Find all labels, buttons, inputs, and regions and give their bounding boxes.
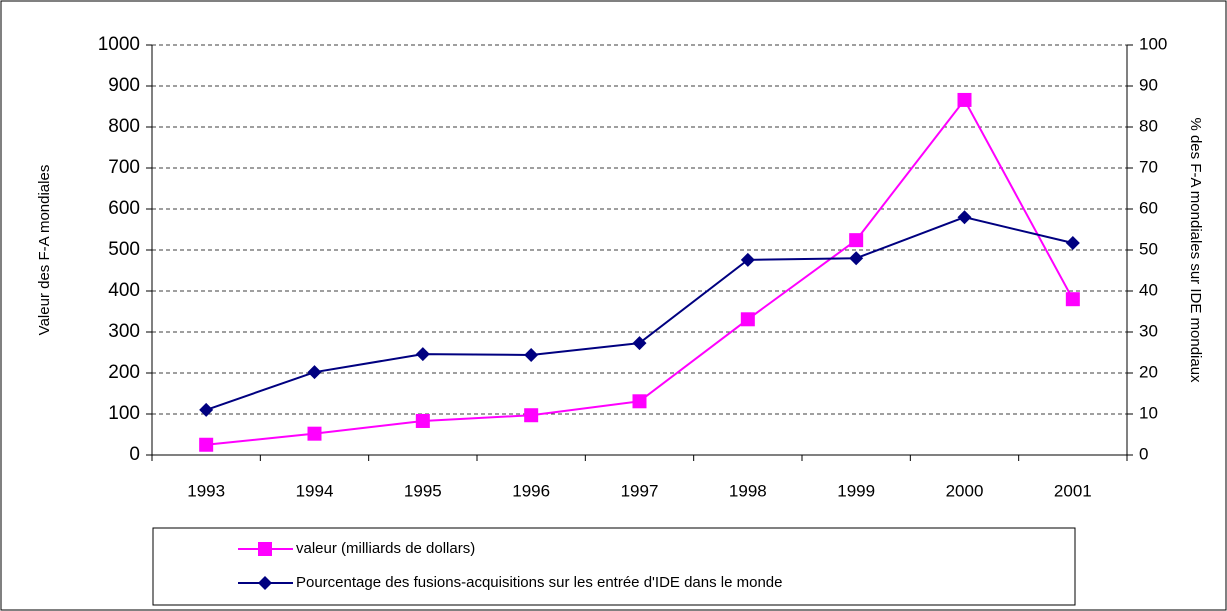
- data-point: [307, 365, 322, 380]
- x-tick-label: 1994: [296, 481, 334, 500]
- y2-tick-label: 70: [1139, 157, 1158, 176]
- legend-marker: [258, 542, 272, 556]
- y2-tick-label: 0: [1139, 444, 1148, 463]
- data-point: [740, 312, 755, 327]
- x-tick-label: 1997: [621, 481, 659, 500]
- y-tick-label: 500: [108, 239, 140, 260]
- x-tick-label: 1993: [187, 481, 225, 500]
- y2-tick-label: 60: [1139, 198, 1158, 217]
- data-point: [524, 408, 539, 423]
- y2-tick-label: 100: [1139, 34, 1167, 53]
- legend-marker: [258, 576, 272, 590]
- data-point: [415, 413, 430, 428]
- x-tick-label: 2000: [946, 481, 984, 500]
- legend: [152, 527, 1076, 606]
- y-tick-label: 400: [108, 280, 140, 301]
- y-tick-label: 700: [108, 157, 140, 178]
- data-point: [1065, 236, 1080, 251]
- data-point: [632, 394, 647, 409]
- data-point: [1065, 292, 1080, 307]
- legend-label: valeur (milliards de dollars): [296, 540, 475, 557]
- y-tick-label: 0: [129, 444, 140, 465]
- data-point: [415, 347, 430, 362]
- y2-axis-label: % des F-A mondiales sur IDE mondiaux: [1187, 117, 1204, 383]
- data-point: [199, 437, 214, 452]
- y-tick-label: 100: [108, 403, 140, 424]
- data-point: [740, 252, 755, 267]
- y-tick-label: 800: [108, 116, 140, 137]
- data-point: [849, 251, 864, 266]
- y-tick-label: 900: [108, 75, 140, 96]
- y2-tick-label: 10: [1139, 403, 1158, 422]
- y2-tick-label: 90: [1139, 75, 1158, 94]
- y2-tick-label: 50: [1139, 239, 1158, 258]
- y2-tick-label: 40: [1139, 280, 1158, 299]
- y-tick-label: 600: [108, 198, 140, 219]
- data-point: [307, 426, 322, 441]
- y-axis-label: Valeur des F-A mondiales: [36, 165, 53, 336]
- x-tick-label: 1996: [512, 481, 550, 500]
- legend-label: Pourcentage des fusions-acquisitions sur…: [296, 574, 782, 591]
- x-tick-label: 1999: [837, 481, 875, 500]
- x-tick-label: 2001: [1054, 481, 1092, 500]
- y-tick-label: 200: [108, 362, 140, 383]
- y2-tick-label: 80: [1139, 116, 1158, 135]
- y-tick-label: 1000: [98, 34, 140, 55]
- y2-tick-label: 20: [1139, 362, 1158, 381]
- y2-tick-label: 30: [1139, 321, 1158, 340]
- x-tick-label: 1995: [404, 481, 442, 500]
- y-tick-label: 300: [108, 321, 140, 342]
- x-tick-label: 1998: [729, 481, 767, 500]
- data-point: [957, 92, 972, 107]
- data-point: [957, 210, 972, 225]
- data-point: [199, 402, 214, 417]
- data-point: [632, 336, 647, 351]
- data-point: [524, 347, 539, 362]
- data-point: [849, 233, 864, 248]
